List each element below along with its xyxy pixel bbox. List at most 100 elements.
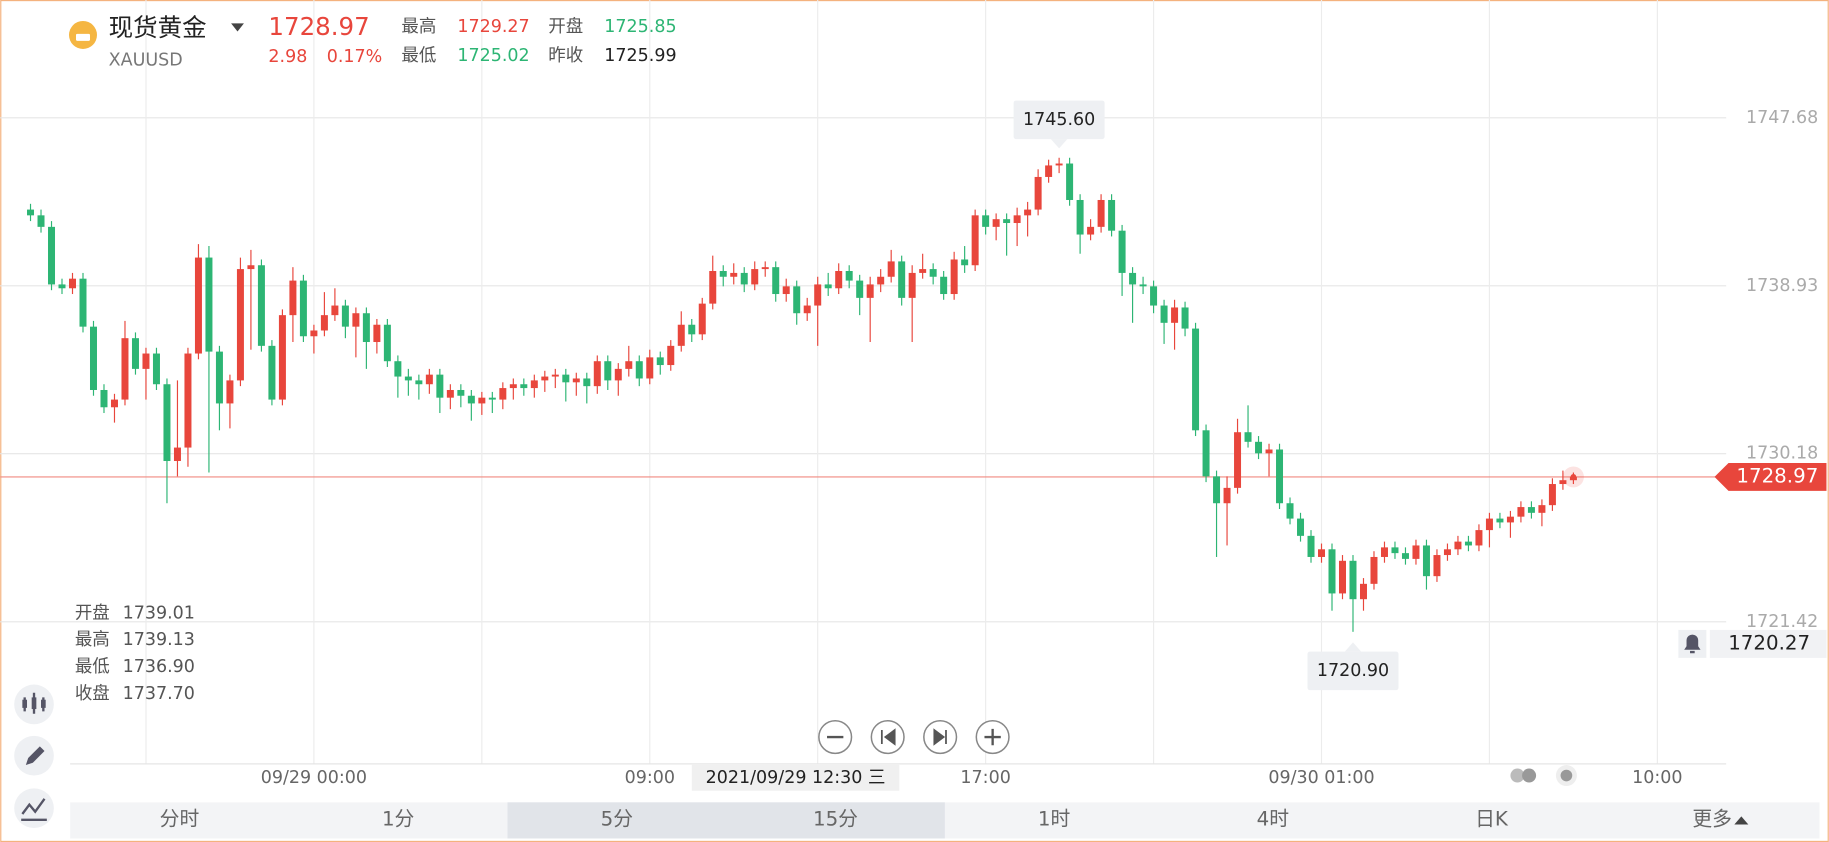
candle-body — [478, 397, 486, 404]
tool-candle-icon — [41, 699, 46, 708]
candle-body — [656, 357, 664, 366]
candle-body — [1087, 226, 1095, 235]
candle-body — [877, 276, 885, 285]
candle-body — [835, 270, 843, 289]
candle-body — [971, 215, 979, 266]
tab[interactable]: 日K — [1475, 807, 1509, 830]
candle-body — [1276, 449, 1284, 504]
candle-body — [131, 338, 139, 369]
tab[interactable]: 15分 — [813, 807, 858, 830]
candle-body — [236, 269, 244, 381]
candle-body — [572, 378, 580, 383]
candle-body — [48, 226, 56, 285]
alert-price-label: 1720.27 — [1728, 631, 1810, 654]
candle-body — [152, 353, 160, 385]
candle-body — [593, 361, 601, 387]
x-tick-label: 10:00 — [1632, 768, 1682, 788]
candle-body — [908, 272, 916, 298]
gold-icon-bar — [75, 33, 90, 41]
x-tick-label: 09:00 — [625, 768, 675, 788]
hover-value: 1736.90 — [123, 657, 195, 677]
y-tick-label: 1721.42 — [1746, 612, 1818, 632]
candle-body — [331, 305, 339, 316]
candle-body — [488, 397, 496, 400]
candle-body — [110, 399, 118, 408]
candle-body — [1045, 165, 1053, 177]
candle-body — [992, 219, 1000, 227]
extreme-label: 1720.90 — [1317, 661, 1389, 681]
candle-body — [1223, 487, 1231, 504]
candle-body — [415, 380, 423, 385]
tab[interactable]: 1分 — [382, 807, 415, 830]
extreme-label-box — [1307, 651, 1399, 691]
candle-body — [163, 384, 171, 462]
candle-body — [551, 374, 559, 377]
tab-more-arrow — [1734, 816, 1749, 825]
candle-body — [814, 284, 822, 306]
candle-body — [457, 389, 465, 396]
candle-body — [194, 257, 202, 354]
tab[interactable]: 5分 — [601, 807, 634, 830]
tab[interactable]: 分时 — [160, 807, 200, 830]
stat-value: 1725.02 — [457, 46, 529, 66]
candle-body — [950, 259, 958, 295]
tab[interactable]: 更多 — [1692, 807, 1732, 830]
stat-value: 1725.99 — [604, 46, 676, 66]
candle-body — [1475, 530, 1483, 546]
candle-body — [1139, 284, 1147, 287]
candle-body — [1181, 307, 1189, 329]
candle-body — [362, 313, 370, 343]
candle-body — [1359, 583, 1367, 600]
candle-body — [1234, 432, 1242, 488]
candle-body — [845, 270, 853, 281]
candle-body — [341, 305, 349, 327]
y-tick-label: 1747.68 — [1746, 108, 1818, 128]
candle-body — [562, 374, 570, 383]
hover-label: 收盘 — [75, 684, 110, 704]
candle-body — [709, 270, 717, 304]
candle-body — [509, 384, 517, 389]
candle-body — [929, 269, 937, 277]
candle-body — [730, 272, 738, 277]
hover-value: 1737.70 — [123, 684, 195, 704]
candle-body — [583, 378, 591, 387]
hover-value: 1739.13 — [123, 630, 195, 650]
candle-body — [1118, 230, 1126, 273]
candle-body — [1055, 163, 1063, 166]
candle-body — [27, 209, 35, 216]
candle-body — [667, 345, 675, 366]
instrument-name[interactable]: 现货黄金 — [109, 13, 207, 42]
candle-body — [79, 278, 87, 327]
candle-body — [247, 265, 255, 270]
y-tick-label: 1738.93 — [1746, 276, 1818, 296]
tab-selected — [507, 802, 945, 839]
y-tick-label: 1730.18 — [1746, 444, 1818, 464]
toggle[interactable] — [1510, 768, 1525, 783]
price-change-pct: 0.17% — [327, 47, 383, 67]
candle-body — [1328, 549, 1336, 594]
candle-body — [499, 388, 507, 400]
candle-body — [446, 389, 454, 398]
extreme-label-arrow — [1050, 139, 1068, 149]
tab[interactable]: 4时 — [1257, 807, 1290, 830]
toggle[interactable] — [1522, 768, 1537, 783]
candle-body — [1076, 199, 1084, 235]
tool-indicator[interactable] — [14, 788, 54, 829]
candle-body — [688, 324, 696, 335]
candle-body — [1034, 176, 1042, 210]
candle-body — [803, 305, 811, 314]
hover-label: 最高 — [75, 630, 110, 650]
candle-body — [982, 215, 990, 227]
dropdown-arrow[interactable] — [231, 23, 244, 32]
candle-body — [352, 313, 360, 327]
candle-body — [824, 284, 832, 289]
candle-body — [604, 361, 612, 381]
candle-body — [58, 284, 66, 289]
candle-body — [1160, 305, 1168, 323]
tab[interactable]: 1时 — [1038, 807, 1071, 830]
candle-body — [89, 326, 97, 390]
crosshair-time-box — [691, 763, 900, 791]
candle-body — [1097, 199, 1105, 227]
